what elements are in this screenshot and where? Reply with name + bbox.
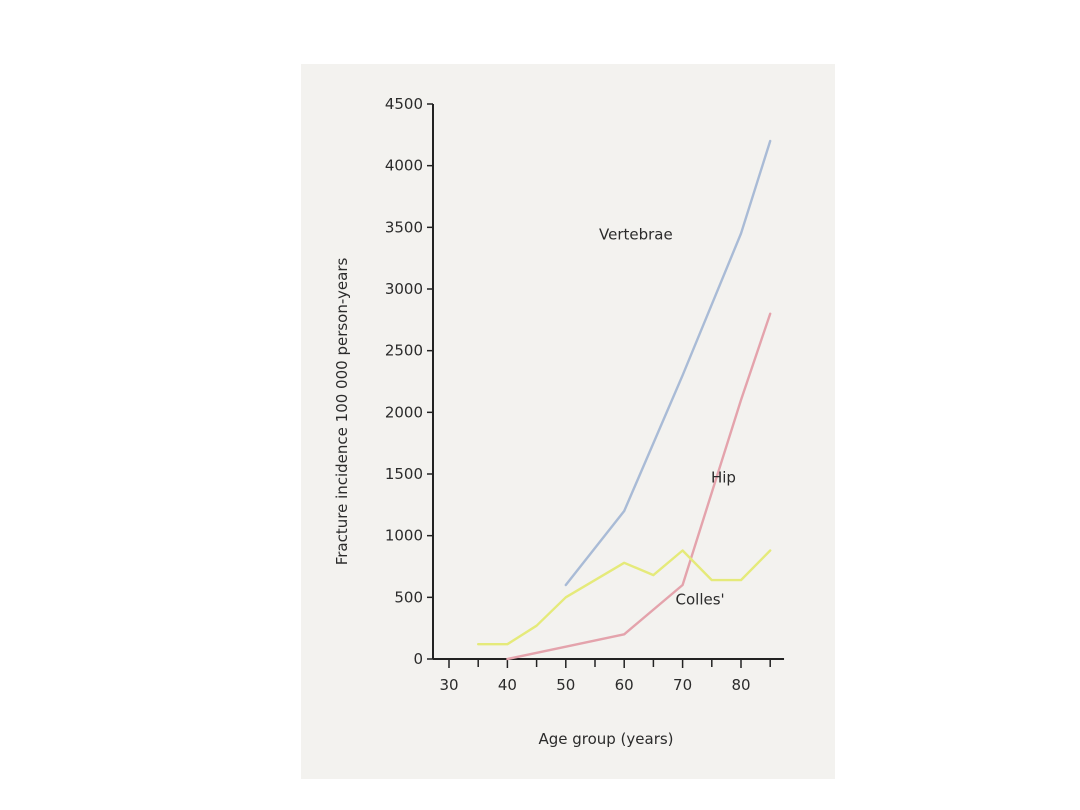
x-tick-label: 40: [498, 676, 517, 694]
y-tick-label: 0: [413, 650, 423, 668]
series-label-vertebrae: Vertebrae: [599, 226, 673, 244]
chart: 0 500 1000 1500 2000 2500 3000 3500 4000 4500 30 40…: [333, 95, 785, 748]
x-tick-label: 80: [731, 676, 750, 694]
labels-layer: Vertebrae Hip Colles': [599, 226, 736, 609]
y-tick-label: 3000: [385, 280, 423, 298]
y-tick-label: 2500: [385, 342, 423, 360]
series-layer: [476, 139, 772, 661]
y-tick-label: 4500: [385, 95, 423, 113]
series-line-vertebrae: [564, 139, 772, 587]
x-tick-label: 70: [673, 676, 692, 694]
y-tick-label: 3500: [385, 218, 423, 236]
series-line-colles: [476, 549, 772, 646]
x-axis-title: Age group (years): [538, 730, 673, 748]
series-label-hip: Hip: [711, 469, 736, 487]
y-axis-title: Fracture incidence 100 000 person-years: [333, 258, 351, 566]
x-tick-label: 30: [439, 676, 458, 694]
x-tick-label: 60: [615, 676, 634, 694]
y-tick-label: 2000: [385, 403, 423, 421]
axes: 0 500 1000 1500 2000 2500 3000 3500 4000 4500 30 40…: [333, 95, 785, 748]
x-tick-label: 50: [556, 676, 575, 694]
scanned-figure: 0 500 1000 1500 2000 2500 3000 3500 4000 4500 30 40…: [301, 64, 835, 779]
y-tick-label: 4000: [385, 157, 423, 175]
y-tick-label: 1000: [385, 527, 423, 545]
y-tick-label: 500: [394, 588, 423, 606]
y-tick-label: 1500: [385, 465, 423, 483]
series-line-hip: [506, 312, 772, 661]
series-label-colles: Colles': [676, 591, 725, 609]
